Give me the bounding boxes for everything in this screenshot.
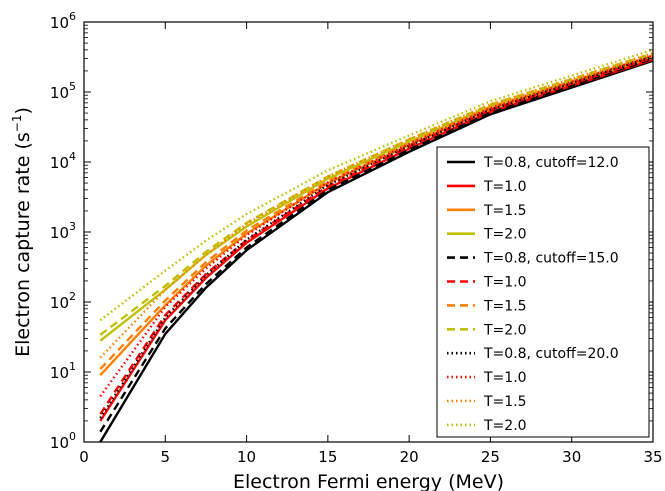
x-tick-label: 25 [481, 448, 500, 466]
legend-label: T=1.5 [483, 394, 527, 410]
legend-label: T=2.0 [483, 322, 527, 338]
legend-label: T=1.0 [483, 179, 527, 195]
x-tick-label: 20 [400, 448, 419, 466]
legend-label: T=0.8, cutoff=15.0 [483, 251, 619, 267]
ticks-layer: 0 5 10 15 20 25 30 35 100 101 102 103 104 105 106 [50, 10, 663, 466]
series-line-6 [99, 56, 653, 415]
legend-label: T=2.0 [483, 418, 527, 434]
legend-label: T=1.5 [483, 203, 527, 219]
series-line-3 [99, 56, 653, 377]
legend: T=0.8, cutoff=12.0 T=1.0 T=1.5 T=2.0 T=0.8, … [436, 146, 650, 438]
y-tick-label: 100 [50, 430, 76, 452]
legend-label: T=1.5 [483, 298, 527, 314]
x-tick-label: 10 [237, 448, 256, 466]
x-tick-label: 30 [562, 448, 581, 466]
legend-label: T=0.8, cutoff=12.0 [483, 155, 619, 171]
series-line-5 [99, 57, 653, 433]
x-tick-label: 5 [161, 448, 171, 466]
x-tick-label: 35 [643, 448, 662, 466]
y-tick-label: 101 [50, 360, 76, 382]
legend-label: T=2.0 [483, 227, 527, 243]
x-tick-label: 15 [318, 448, 337, 466]
series-line-12 [99, 48, 653, 322]
x-axis-label: Electron Fermi energy (MeV) [233, 471, 504, 491]
series-line-1 [99, 59, 653, 442]
series-layer [99, 48, 653, 442]
x-tick-label: 0 [79, 448, 89, 466]
y-tick-label: 104 [50, 150, 76, 172]
series-line-11 [99, 51, 653, 359]
legend-label: T=1.0 [483, 275, 527, 291]
legend-box [436, 146, 650, 438]
y-tick-label: 103 [50, 220, 76, 242]
y-axis-label-main: Electron capture rate (s [12, 132, 34, 357]
series-line-7 [99, 54, 653, 370]
y-tick-label: 102 [50, 290, 76, 312]
y-axis-label-exp: −1 [10, 115, 24, 133]
y-tick-label: 106 [50, 10, 76, 32]
legend-label: T=0.8, cutoff=20.0 [483, 346, 619, 362]
y-tick-label: 105 [50, 80, 76, 102]
y-axis-label-close: ) [12, 107, 34, 114]
y-axis-label: Electron capture rate (s−1) [10, 107, 34, 357]
legend-label: T=1.0 [483, 370, 527, 386]
